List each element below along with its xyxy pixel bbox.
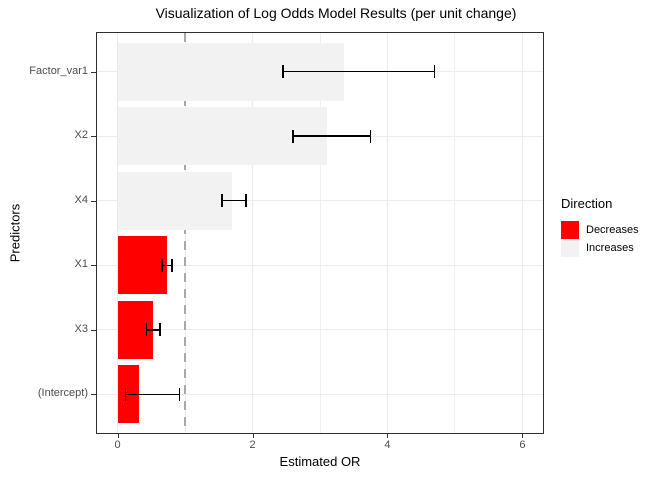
gridline-major	[521, 33, 523, 433]
y-axis-title: Predictors	[7, 203, 23, 263]
y-axis-tick	[91, 200, 96, 202]
y-tick-label: X1	[74, 258, 88, 271]
bar-X1	[117, 236, 167, 295]
reference-line	[184, 33, 187, 433]
legend-label: Increases	[586, 242, 634, 254]
errorbar-cap	[245, 194, 247, 208]
gridline-major	[117, 33, 119, 433]
errorbar-cap	[171, 258, 173, 272]
gridline-major	[386, 33, 388, 433]
gridline-major	[97, 329, 543, 331]
gridline-major	[252, 33, 254, 433]
errorbar-line	[146, 329, 161, 331]
y-tick-label: X3	[74, 322, 88, 335]
x-tick-label: 0	[114, 439, 121, 451]
errorbar-cap	[282, 65, 284, 79]
errorbar-cap	[124, 387, 127, 401]
errorbar-cap	[221, 194, 223, 208]
errorbar-cap	[159, 323, 161, 337]
x-axis-tick	[387, 434, 389, 438]
errorbar-cap	[178, 387, 181, 401]
y-tick-label: Factor_var1	[29, 64, 88, 77]
x-axis-title: Estimated OR	[279, 454, 361, 469]
gridline-minor	[454, 33, 456, 433]
x-axis-tick	[522, 434, 524, 438]
gridline-major	[97, 393, 543, 395]
x-axis-tick	[252, 434, 254, 438]
errorbar-cap	[161, 258, 163, 272]
gridline-major	[97, 264, 543, 266]
y-axis-tick	[91, 71, 96, 73]
errorbar-cap	[145, 323, 148, 337]
increases-swatch-icon	[561, 239, 579, 257]
x-tick-label: 6	[519, 439, 526, 451]
legend-label: Decreases	[586, 224, 639, 236]
errorbar-line	[293, 135, 371, 137]
x-axis-tick	[117, 434, 119, 438]
y-axis-tick	[91, 136, 96, 138]
chart-title: Visualization of Log Odds Model Results …	[155, 5, 517, 21]
y-tick-label: X2	[74, 129, 88, 142]
legend-title: Direction	[561, 196, 613, 211]
errorbar-cap	[292, 129, 294, 143]
y-axis-tick	[91, 329, 96, 331]
x-tick-label: 2	[249, 439, 256, 451]
y-tick-label: X4	[74, 193, 88, 206]
errorbar-line	[125, 393, 180, 396]
legend: Direction Decreases Increases	[561, 196, 639, 257]
plot-panel	[96, 32, 544, 434]
legend-item-decreases: Decreases	[561, 221, 639, 239]
errorbar-cap	[433, 65, 436, 79]
decreases-swatch-icon	[561, 221, 579, 239]
errorbar-line	[282, 70, 435, 73]
gridline-major	[97, 200, 543, 202]
gridline-minor	[319, 33, 321, 433]
errorbar-line	[162, 264, 173, 266]
y-axis-tick	[91, 394, 96, 396]
y-axis-tick	[91, 265, 96, 267]
x-tick-label: 4	[384, 439, 391, 451]
bar-X2	[117, 107, 327, 166]
legend-item-increases: Increases	[561, 239, 639, 257]
errorbar-line	[222, 199, 246, 202]
y-tick-label: (Intercept)	[37, 387, 88, 400]
bar-X4	[117, 171, 233, 230]
errorbar-cap	[369, 129, 372, 143]
